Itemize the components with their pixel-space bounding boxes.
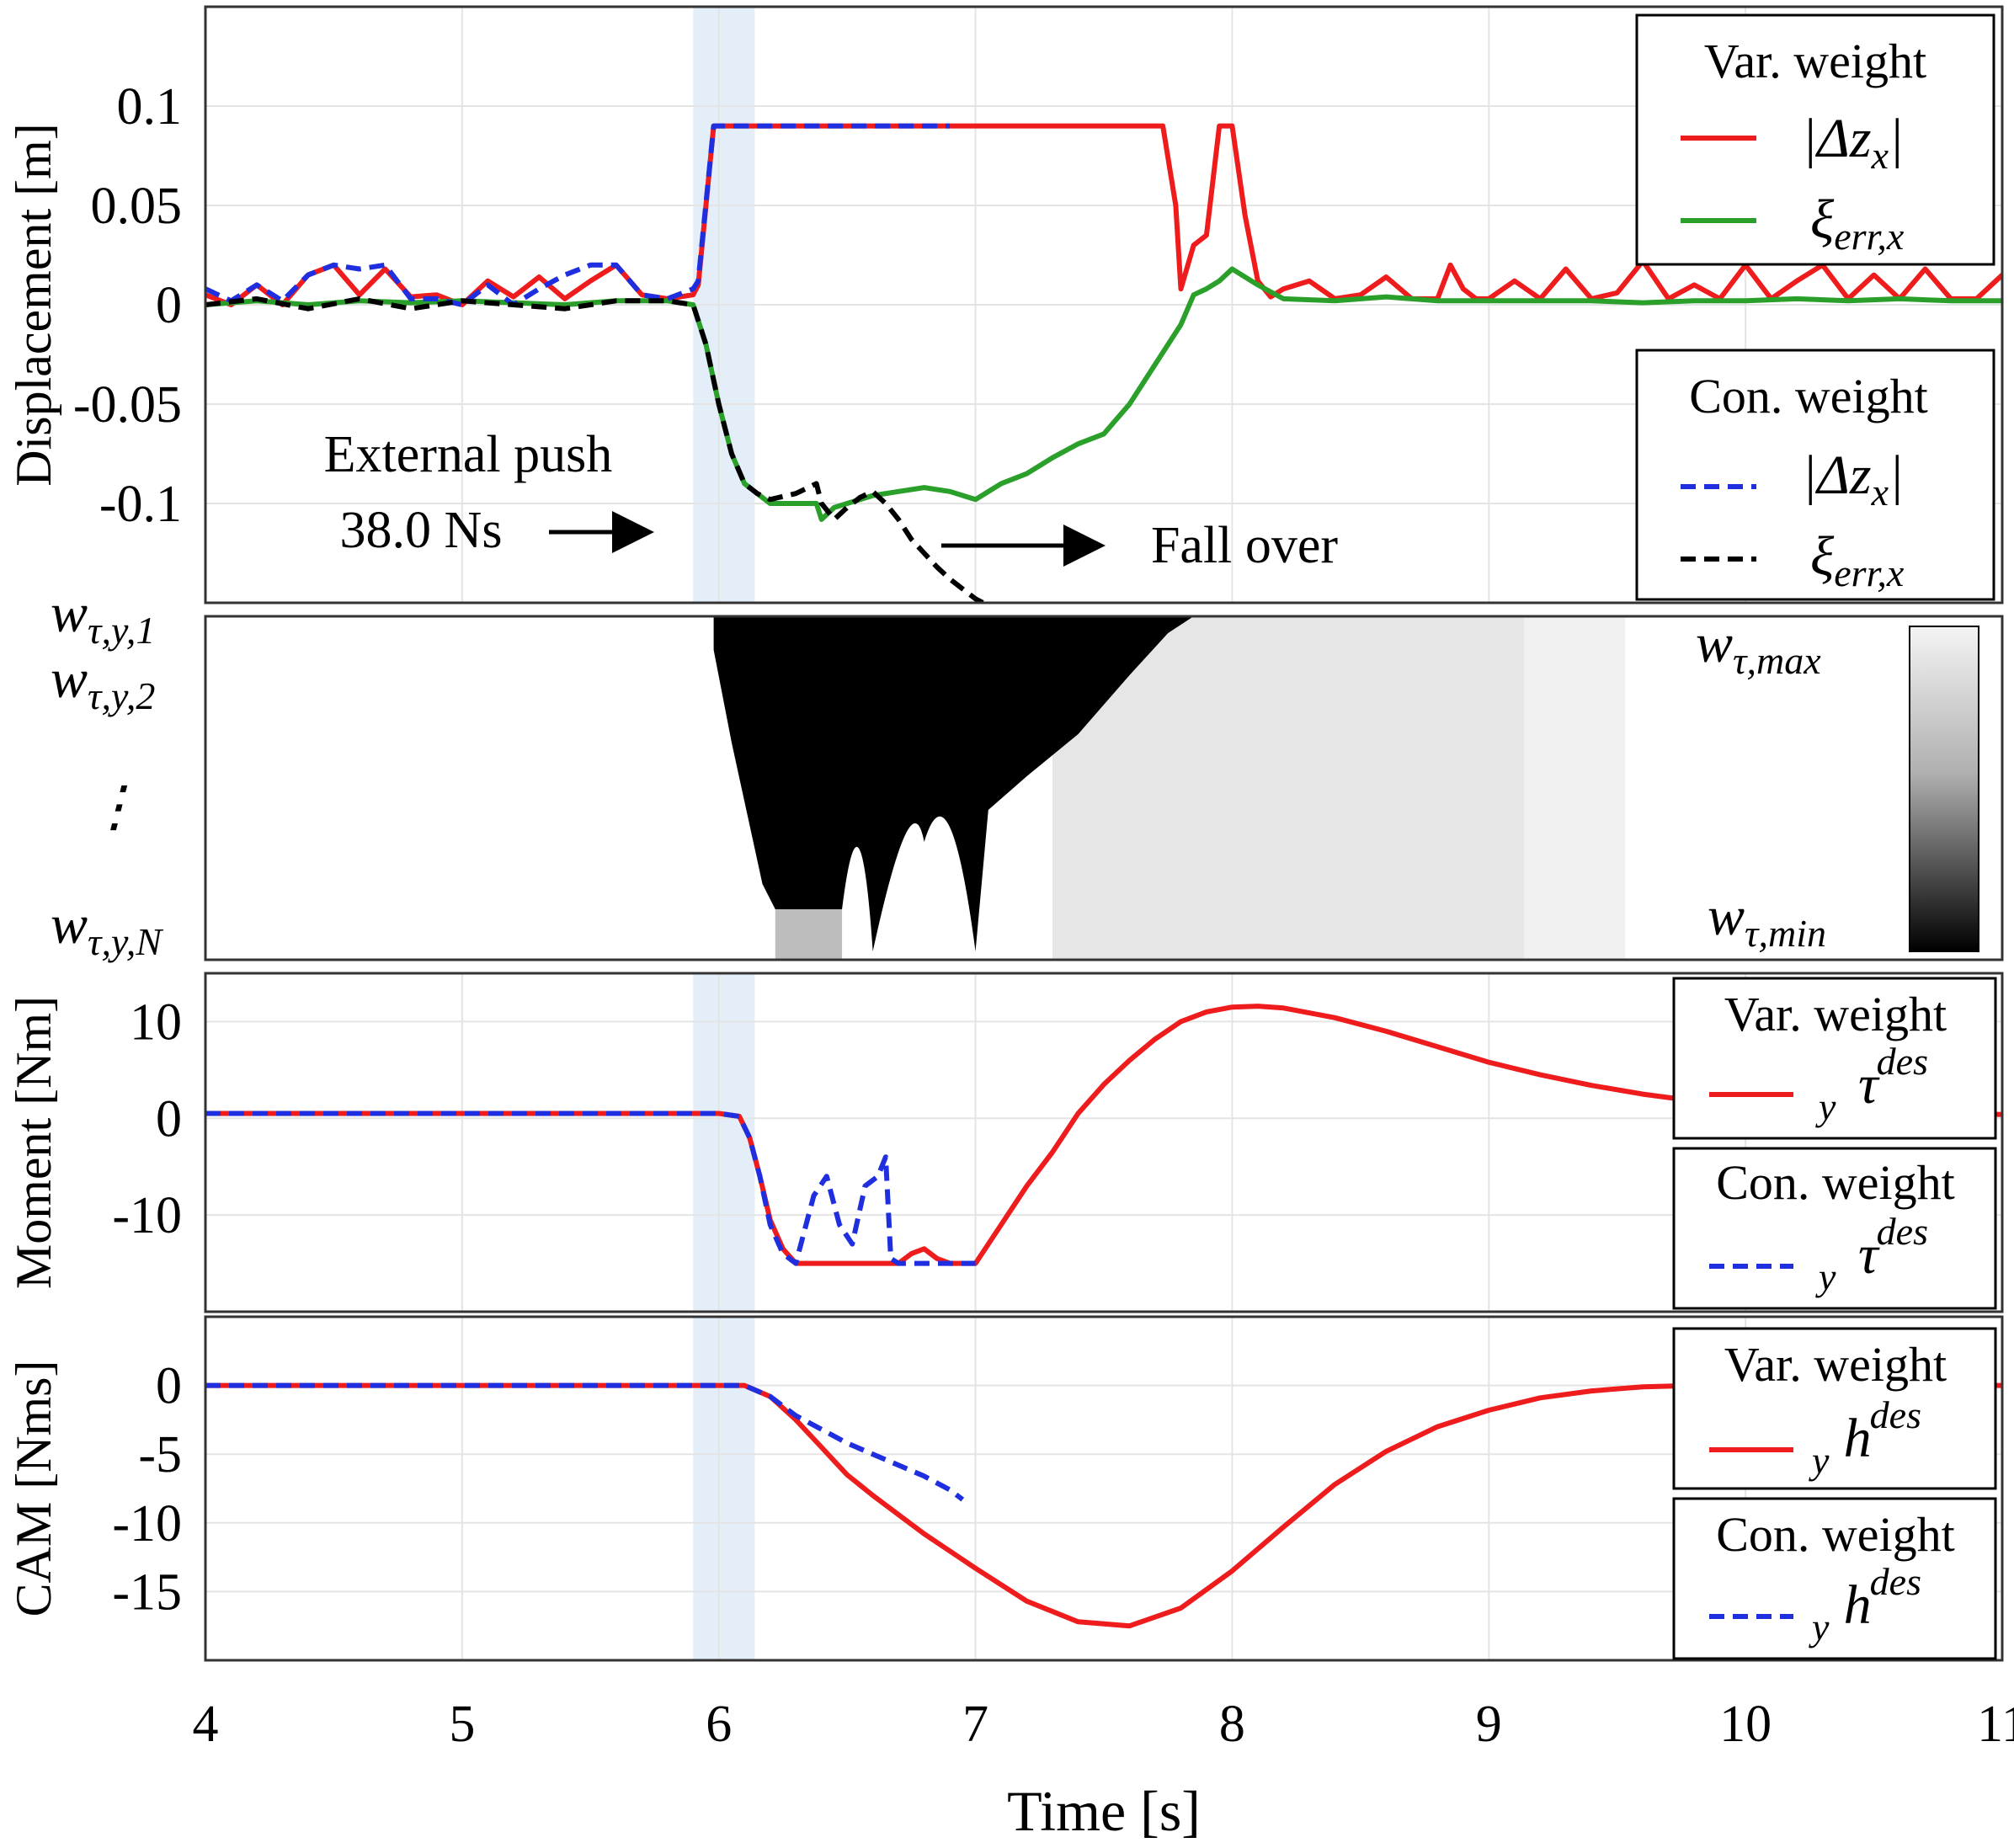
weight-heatmap-panel: wτ,y,1 wτ,y,2 ⋮ wτ,y,N wτ,max wτ,min: [51, 583, 2004, 963]
heatmap-mid-weight-band: [775, 909, 843, 960]
y-tick-label: 0: [156, 277, 182, 334]
displacement-grid: [205, 7, 2002, 603]
x-tick-label: 7: [962, 1696, 988, 1753]
colorbar-min-label: wτ,min: [1708, 886, 1826, 955]
legend-label-h-var: hdes y: [1809, 1393, 1921, 1482]
x-tick-label: 4: [193, 1696, 219, 1753]
x-tick-label: 8: [1219, 1696, 1245, 1753]
legend-label-tau-var: τdes y: [1815, 1040, 1928, 1128]
row-label-ellipsis: ⋮: [87, 776, 142, 838]
y-tick-label: -10: [112, 1495, 182, 1552]
series-line: [205, 296, 985, 603]
cam-legend-var: Var. weight hdes y: [1672, 1327, 1997, 1490]
row-label-1: wτ,y,1: [51, 583, 155, 652]
moment-ylabel: Moment [Nm]: [6, 996, 61, 1289]
moment-series: [205, 1004, 2002, 1266]
series-line: [205, 1004, 2002, 1266]
y-tick-label: -0.05: [73, 376, 182, 434]
annotation-fall-over: Fall over: [1151, 517, 1338, 574]
series-line: [205, 1110, 976, 1266]
legend-title: Con. weight: [1689, 369, 1928, 423]
legend-label-tau-con: τdes y: [1815, 1210, 1928, 1298]
cam-legend-con: Con. weight hdes y: [1672, 1497, 1997, 1660]
colorbar: wτ,max wτ,min: [1696, 613, 1979, 955]
cam-frame: [204, 1315, 2004, 1662]
series-line: [205, 123, 951, 307]
cam-panel: 0 -5 -10 -15 CAM [Nms] Var. weight hdes y Co…: [6, 1315, 2004, 1662]
displacement-legend-con: Con. weight |Δzx| ξerr,x: [1635, 349, 1995, 601]
heatmap-row-labels: wτ,y,1 wτ,y,2 ⋮ wτ,y,N: [51, 583, 163, 963]
cam-yticks: 0 -5 -10 -15: [112, 1358, 182, 1622]
displacement-frame: [204, 5, 2004, 604]
heatmap-light-zone: [1524, 616, 1625, 960]
legend-title: Var. weight: [1724, 987, 1947, 1041]
y-tick-label: 0: [156, 1090, 182, 1148]
legend-title: Con. weight: [1716, 1507, 1955, 1562]
row-label-2: wτ,y,2: [51, 648, 155, 717]
x-tick-label: 9: [1476, 1696, 1502, 1753]
series-line: [205, 266, 2002, 522]
annotation-impulse: 38.0 Ns: [340, 502, 503, 559]
y-tick-label: -15: [112, 1563, 182, 1621]
push-band-segment: [693, 1317, 755, 1660]
moment-frame: [204, 972, 2004, 1313]
moment-legend-con: Con. weight τdes y: [1672, 1147, 1997, 1310]
x-tick-label: 10: [1719, 1696, 1772, 1753]
legend-label-h-con: hdes y: [1809, 1560, 1921, 1648]
annotation-external-push: External push: [324, 426, 613, 483]
heatmap-gray-zone: [1052, 616, 1524, 960]
legend-label-xi-con: ξerr,x: [1810, 525, 1905, 594]
y-tick-label: 0.05: [91, 178, 183, 235]
colorbar-max-label: wτ,max: [1696, 613, 1821, 682]
y-tick-label: -0.1: [99, 476, 182, 533]
legend-label-dz-var: |Δzx|: [1802, 108, 1904, 177]
displacement-legend-var: Var. weight |Δzx| ξerr,x: [1635, 13, 1995, 266]
legend-label-dz-con: |Δzx|: [1802, 445, 1904, 514]
y-tick-label: 10: [130, 993, 182, 1051]
y-tick-label: -10: [112, 1187, 182, 1244]
x-tick-label: 11: [1977, 1696, 2014, 1753]
colorbar-gradient: [1909, 626, 1979, 952]
legend-label-xi-var: ξerr,x: [1810, 189, 1905, 258]
heatmap-frame: [204, 615, 2004, 961]
y-tick-label: 0.1: [117, 78, 183, 136]
x-axis: 4 5 6 7 8 9 10 11: [193, 1696, 2014, 1753]
moment-panel: 10 0 -10 Moment [Nm] Var. weight τdes y Con…: [6, 972, 2004, 1313]
legend-title: Var. weight: [1724, 1337, 1947, 1392]
series-line: [205, 1382, 965, 1502]
x-tick-label: 5: [449, 1696, 475, 1753]
displacement-series: [205, 123, 2002, 603]
legend-title: Var. weight: [1704, 34, 1926, 88]
heatmap-low-weight-region: [713, 616, 1194, 951]
displacement-yticks: 0.1 0.05 0 -0.05 -0.1: [73, 78, 182, 533]
displacement-panel: 0.1 0.05 0 -0.05 -0.1 Displacement [m] Exter…: [6, 5, 2004, 604]
moment-yticks: 10 0 -10: [112, 993, 182, 1244]
y-tick-label: -5: [138, 1426, 182, 1483]
displacement-ylabel: Displacement [m]: [6, 123, 61, 487]
moment-legend-var: Var. weight τdes y: [1672, 977, 1997, 1140]
x-axis-label: Time [s]: [1007, 1779, 1201, 1843]
cam-series: [205, 1382, 2002, 1629]
push-band-segment: [693, 973, 755, 1312]
y-tick-label: 0: [156, 1358, 182, 1415]
row-label-N: wτ,y,N: [51, 894, 163, 963]
x-tick-label: 6: [706, 1696, 732, 1753]
cam-ylabel: CAM [Nms]: [6, 1360, 61, 1616]
legend-title: Con. weight: [1716, 1155, 1955, 1210]
